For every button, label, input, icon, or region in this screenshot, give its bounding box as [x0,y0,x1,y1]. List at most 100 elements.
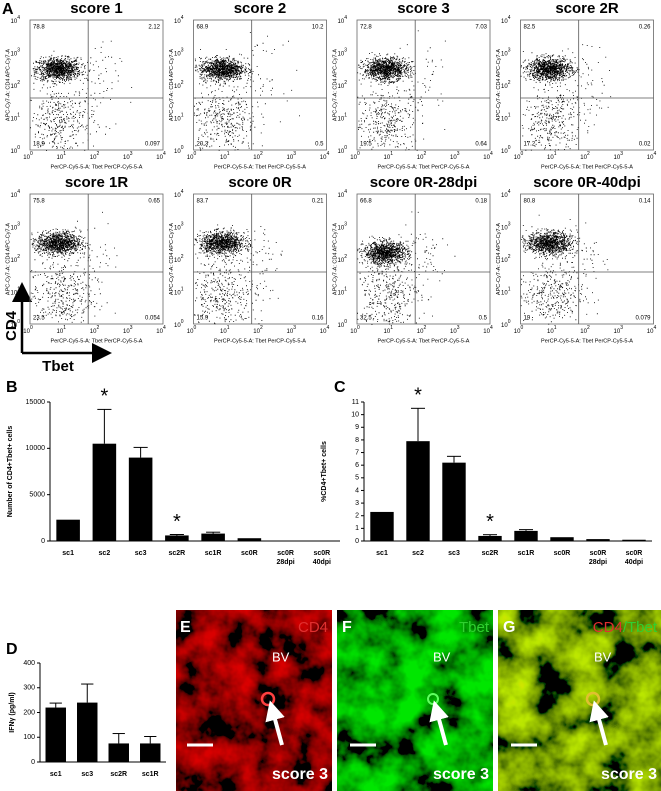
arrow [589,700,609,746]
tick-base: 10 [156,329,163,335]
plot-frame [520,193,654,325]
tick-exponent: 2 [181,80,184,86]
tick-base: 10 [253,329,260,335]
x-tick-label: 102 [580,325,590,334]
tick-base: 10 [338,19,345,25]
tick-base: 10 [338,225,345,231]
plot-title: score 1R [65,174,129,191]
bar [128,457,153,541]
image-texture [176,610,332,791]
x-tick-label: 101 [384,151,394,160]
tick-exponent: 4 [508,189,511,195]
x-tick-label: 102 [90,325,100,334]
tick-base: 10 [450,155,457,161]
tick-exponent: 2 [96,151,99,157]
y-tick-label: 101 [11,287,21,296]
y-axis-label: APC-Cy7-A: CD4 APC-Cy7-A [169,49,175,121]
panel-letter: C [334,379,346,396]
x-tick-label: 103 [287,325,297,334]
significance-marker: * [486,511,494,533]
tick-exponent: 2 [260,325,263,331]
tick-exponent: 2 [96,325,99,331]
tick-exponent: 4 [17,189,20,195]
x-tick-label: sc3 [81,771,93,778]
tick-base: 10 [501,19,508,25]
tick-exponent: 2 [17,80,20,86]
tick-base: 10 [614,329,621,335]
x-tick-label: 102 [417,325,427,334]
x-tick-label: 104 [320,151,330,160]
tick-base: 10 [547,155,554,161]
tick-base: 10 [417,329,424,335]
tick-exponent: 3 [293,325,296,331]
bar [201,533,225,541]
y-tick-label: 100 [23,734,35,741]
plot-title: score 1 [70,0,123,17]
y-axis-label: APC-Cy7-A: CD4 APC-Cy7-A [5,49,11,121]
x-tick-label: 103 [123,151,133,160]
quadrant-percent: 19 [524,316,531,322]
y-tick-label: 400 [23,660,35,667]
y-tick-label: 103 [11,222,21,231]
tick-base: 10 [174,84,181,90]
tick-exponent: 0 [344,319,347,325]
x-axis-label: PerCP-Cy5-5-A: Tbet PerCP-Cy5-5-A [51,338,143,344]
x-tick-label: 100 [23,151,33,160]
tick-exponent: 1 [554,151,557,157]
y-tick-label: 100 [501,319,511,328]
x-tick-label: sc2R [110,771,127,778]
y-tick-label: 101 [338,113,348,122]
tick-exponent: 4 [653,325,656,331]
y-tick-label: 0 [31,759,35,766]
y-tick-label: 6 [355,462,359,469]
y-tick-label: 5 [355,475,359,482]
y-tick-label: 104 [338,189,348,198]
tick-exponent: 0 [17,319,20,325]
tick-base: 10 [350,329,357,335]
tick-base: 10 [11,225,18,231]
image-caption: score 3 [601,766,657,783]
tick-exponent: 4 [344,189,347,195]
tick-base: 10 [320,329,327,335]
tick-exponent: 1 [17,287,20,293]
y-tick-label: 101 [11,113,21,122]
tick-exponent: 1 [554,325,557,331]
y-tick-label: 103 [501,48,511,57]
panel-letter: D [6,641,18,658]
tick-exponent: 0 [193,325,196,331]
tick-exponent: 1 [344,113,347,119]
y-tick-label: 104 [338,15,348,24]
panel-letter: A [2,1,14,18]
plot-title: score 0R-40dpi [533,174,641,191]
y-tick-label: 300 [23,685,35,692]
tick-exponent: 2 [260,151,263,157]
x-axis-label: PerCP-Cy5-5-A: Tbet PerCP-Cy5-5-A [541,164,633,170]
y-tick-label: 101 [174,113,184,122]
tick-exponent: 3 [457,151,460,157]
tick-exponent: 4 [17,15,20,21]
tick-exponent: 0 [357,325,360,331]
tick-base: 10 [187,155,194,161]
tick-exponent: 2 [423,151,426,157]
tick-exponent: 1 [181,287,184,293]
tick-exponent: 0 [193,151,196,157]
plot-frame [356,193,491,325]
tick-exponent: 1 [227,325,230,331]
tbet-label: Tbet [42,358,74,375]
plot-frame [193,193,327,325]
quadrant-percent: 0.14 [639,199,651,205]
tick-exponent: 4 [326,151,329,157]
tick-exponent: 4 [181,15,184,21]
tick-exponent: 3 [620,325,623,331]
event-dots [30,40,133,151]
tick-base: 10 [338,149,345,155]
tick-base: 10 [11,149,18,155]
quadrant-percent: 0.02 [639,142,651,148]
x-tick-label: sc1R [518,550,535,557]
event-dots [194,32,300,151]
x-tick-label: sc3 [135,550,147,557]
tick-exponent: 4 [508,15,511,21]
x-tick-label: 103 [287,151,297,160]
bar [77,702,98,762]
tick-base: 10 [174,290,181,296]
